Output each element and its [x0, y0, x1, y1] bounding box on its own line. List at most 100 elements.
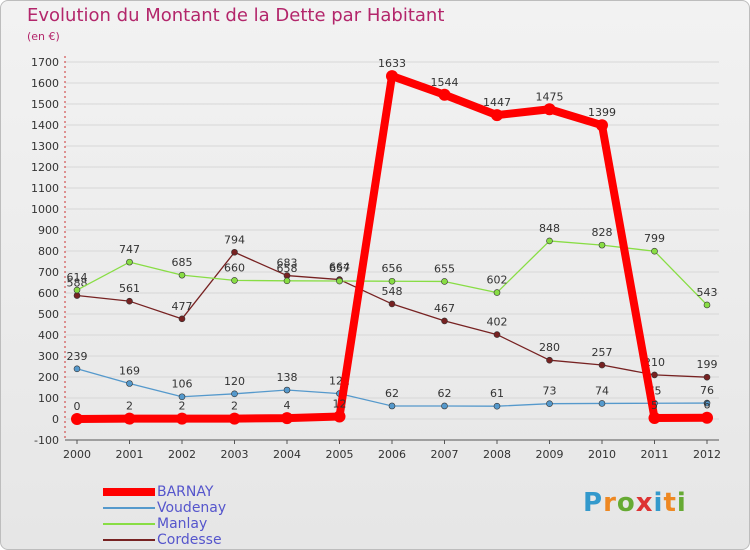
- logo-letter: r: [603, 488, 617, 518]
- data-label: 602: [487, 274, 508, 287]
- data-label: 73: [543, 385, 557, 398]
- data-label: 614: [67, 271, 88, 284]
- data-point: [651, 247, 658, 255]
- y-tick-label: 1000: [31, 203, 59, 216]
- data-label: 106: [172, 378, 193, 391]
- legend-item-manlay: Manlay: [103, 516, 226, 532]
- data-point: [73, 292, 81, 299]
- data-point: [283, 277, 291, 285]
- data-point: [596, 119, 608, 132]
- data-label: 62: [438, 387, 452, 400]
- data-label: 660: [224, 261, 245, 274]
- data-point: [388, 402, 396, 410]
- logo-letter: t: [663, 488, 677, 518]
- data-label: 120: [224, 375, 245, 388]
- logo-letter: i: [653, 488, 664, 518]
- data-point: [703, 399, 711, 407]
- x-tick-label: 2011: [641, 448, 669, 461]
- data-point: [543, 103, 556, 116]
- data-label: 747: [119, 243, 140, 256]
- data-point: [438, 88, 451, 101]
- legend-label: Cordesse: [157, 532, 222, 548]
- data-point: [126, 380, 133, 387]
- data-label: 257: [592, 346, 613, 359]
- data-point: [648, 411, 661, 424]
- data-point: [493, 331, 501, 338]
- data-label: 4: [284, 399, 291, 412]
- y-tick-label: 400: [38, 329, 59, 342]
- y-tick-label: 500: [38, 308, 59, 321]
- y-tick-label: 700: [38, 266, 59, 279]
- data-point: [73, 365, 81, 373]
- data-label: 477: [172, 300, 193, 313]
- y-tick-label: 1700: [31, 56, 59, 69]
- data-label: 1399: [588, 106, 616, 119]
- logo-letter: x: [635, 488, 654, 518]
- x-tick-label: 2008: [483, 448, 511, 461]
- data-label: 1447: [483, 96, 511, 109]
- chart-title: Evolution du Montant de la Dette par Hab…: [27, 5, 445, 26]
- data-label: 169: [119, 365, 140, 378]
- data-label: 683: [277, 257, 298, 270]
- data-point: [441, 402, 448, 410]
- legend-swatch: [103, 539, 155, 541]
- logo-letter: i: [676, 488, 687, 518]
- data-point: [546, 400, 553, 407]
- data-label: 1475: [536, 90, 564, 103]
- y-tick-label: 800: [38, 245, 59, 258]
- y-tick-label: 0: [52, 413, 59, 426]
- x-tick-label: 2007: [431, 448, 459, 461]
- data-point: [493, 402, 501, 410]
- y-tick-label: 1300: [31, 140, 59, 153]
- data-point: [598, 241, 606, 249]
- data-point: [73, 286, 81, 294]
- chart-subtitle: (en €): [27, 30, 60, 43]
- data-label: 2: [231, 400, 238, 413]
- data-label: 543: [697, 286, 718, 299]
- data-point: [386, 70, 398, 83]
- data-point: [651, 371, 658, 379]
- logo-letter: o: [616, 488, 636, 518]
- x-tick-label: 2004: [273, 448, 301, 461]
- y-tick-label: 200: [38, 371, 59, 384]
- data-point: [493, 289, 501, 296]
- data-point: [546, 356, 553, 364]
- data-point: [123, 412, 136, 425]
- data-point: [388, 277, 396, 285]
- y-tick-label: 1500: [31, 98, 59, 111]
- x-tick-label: 2012: [693, 448, 721, 461]
- data-label: 61: [490, 387, 504, 400]
- legend-label: BARNAY: [157, 484, 214, 500]
- data-label: 685: [172, 256, 193, 269]
- data-label: 1544: [431, 76, 459, 89]
- data-label: 0: [74, 400, 81, 413]
- data-point: [333, 410, 346, 423]
- data-label: 664: [329, 261, 350, 274]
- y-tick-label: 900: [38, 224, 59, 237]
- data-label: 1633: [378, 57, 406, 70]
- data-point: [231, 390, 238, 398]
- data-label: 239: [67, 350, 88, 363]
- y-tick-label: 100: [38, 392, 59, 405]
- data-point: [126, 297, 133, 305]
- legend-item-cordesse: Cordesse: [103, 532, 226, 548]
- data-point: [283, 386, 291, 394]
- x-tick-label: 2000: [63, 448, 91, 461]
- data-point: [598, 400, 606, 407]
- data-label: 828: [592, 226, 613, 239]
- data-label: 657: [329, 262, 350, 275]
- data-label: 74: [595, 384, 609, 397]
- legend: BARNAY Voudenay Manlay Cordesse: [103, 484, 226, 548]
- x-tick-label: 2005: [326, 448, 354, 461]
- x-tick-label: 2009: [536, 448, 564, 461]
- data-point: [176, 412, 188, 425]
- data-label: 548: [382, 285, 403, 298]
- data-point: [701, 411, 713, 424]
- data-point: [441, 317, 448, 325]
- legend-item-voudenay: Voudenay: [103, 500, 226, 516]
- data-label: 12: [333, 397, 347, 410]
- data-point: [231, 277, 238, 284]
- y-tick-label: 600: [38, 287, 59, 300]
